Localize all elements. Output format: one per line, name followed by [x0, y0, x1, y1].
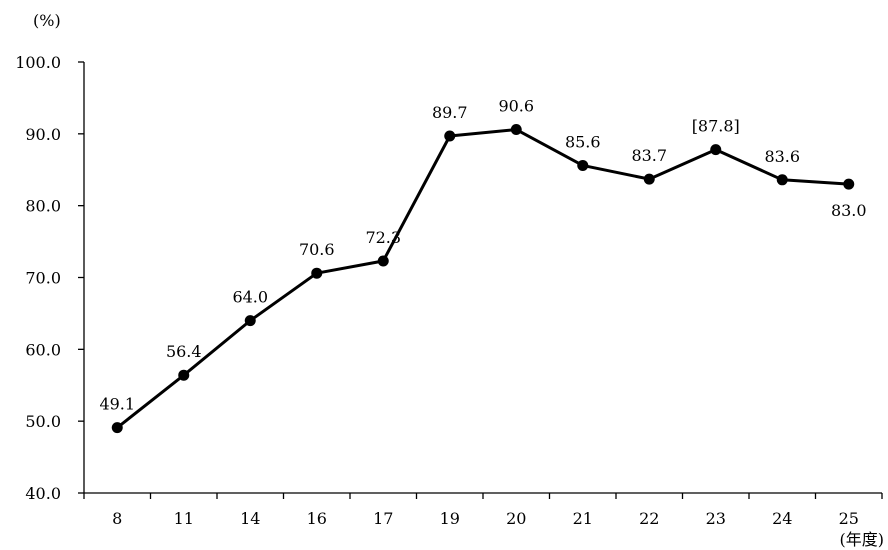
data-label: 72.3 [365, 228, 401, 247]
x-tick-label: 23 [706, 509, 726, 528]
x-tick-label: 16 [307, 509, 327, 528]
data-point [710, 144, 722, 156]
x-tick-label: 21 [573, 509, 593, 528]
x-tick-label: 14 [240, 509, 260, 528]
data-label: 83.0 [831, 201, 867, 220]
data-point [577, 159, 589, 171]
y-tick-label: 50.0 [25, 412, 61, 431]
y-tick-label: 80.0 [25, 197, 61, 216]
x-unit-label: (年度) [840, 530, 885, 549]
data-point [510, 124, 522, 136]
y-tick-label: 60.0 [25, 340, 61, 359]
x-tick-label: 20 [506, 509, 526, 528]
data-point [244, 315, 256, 327]
data-point [444, 130, 456, 142]
data-labels: 49.1 56.4 64.0 70.6 72.3 89.7 90.6 85.6 83.7 [87.… [99, 97, 866, 414]
x-tick-label: 22 [639, 509, 659, 528]
x-ticks: 8 11 14 16 17 19 20 21 22 23 24 25 [83, 493, 883, 528]
y-tick-label: 100.0 [15, 53, 61, 72]
y-tick-label: 70.0 [25, 269, 61, 288]
data-label: 83.7 [631, 146, 667, 165]
y-unit-label: (%) [33, 11, 61, 30]
data-label: [87.8] [692, 117, 740, 136]
x-tick-label: 25 [839, 509, 859, 528]
data-point [843, 178, 855, 190]
data-point [643, 173, 655, 185]
data-point [111, 422, 123, 434]
y-ticks: 40.0 50.0 60.0 70.0 80.0 90.0 100.0 [15, 53, 84, 503]
series [111, 124, 855, 434]
data-label: 90.6 [498, 97, 534, 116]
x-tick-label: 11 [174, 509, 194, 528]
x-tick-label: 17 [373, 509, 393, 528]
data-label: 85.6 [565, 132, 601, 151]
x-tick-label: 24 [772, 509, 792, 528]
data-label: 83.6 [764, 147, 800, 166]
y-tick-label: 40.0 [25, 484, 61, 503]
data-label: 49.1 [99, 395, 135, 414]
axes [83, 62, 882, 494]
data-point [178, 369, 190, 381]
data-label: 89.7 [432, 103, 468, 122]
data-point [776, 174, 788, 186]
data-label: 64.0 [232, 288, 268, 307]
data-label: 70.6 [299, 240, 335, 259]
series-line [116, 128, 849, 429]
x-tick-label: 19 [440, 509, 460, 528]
data-label: 56.4 [166, 342, 202, 361]
x-tick-label: 8 [112, 509, 122, 528]
data-point [311, 267, 323, 279]
y-tick-label: 90.0 [25, 125, 61, 144]
data-point [377, 255, 389, 267]
